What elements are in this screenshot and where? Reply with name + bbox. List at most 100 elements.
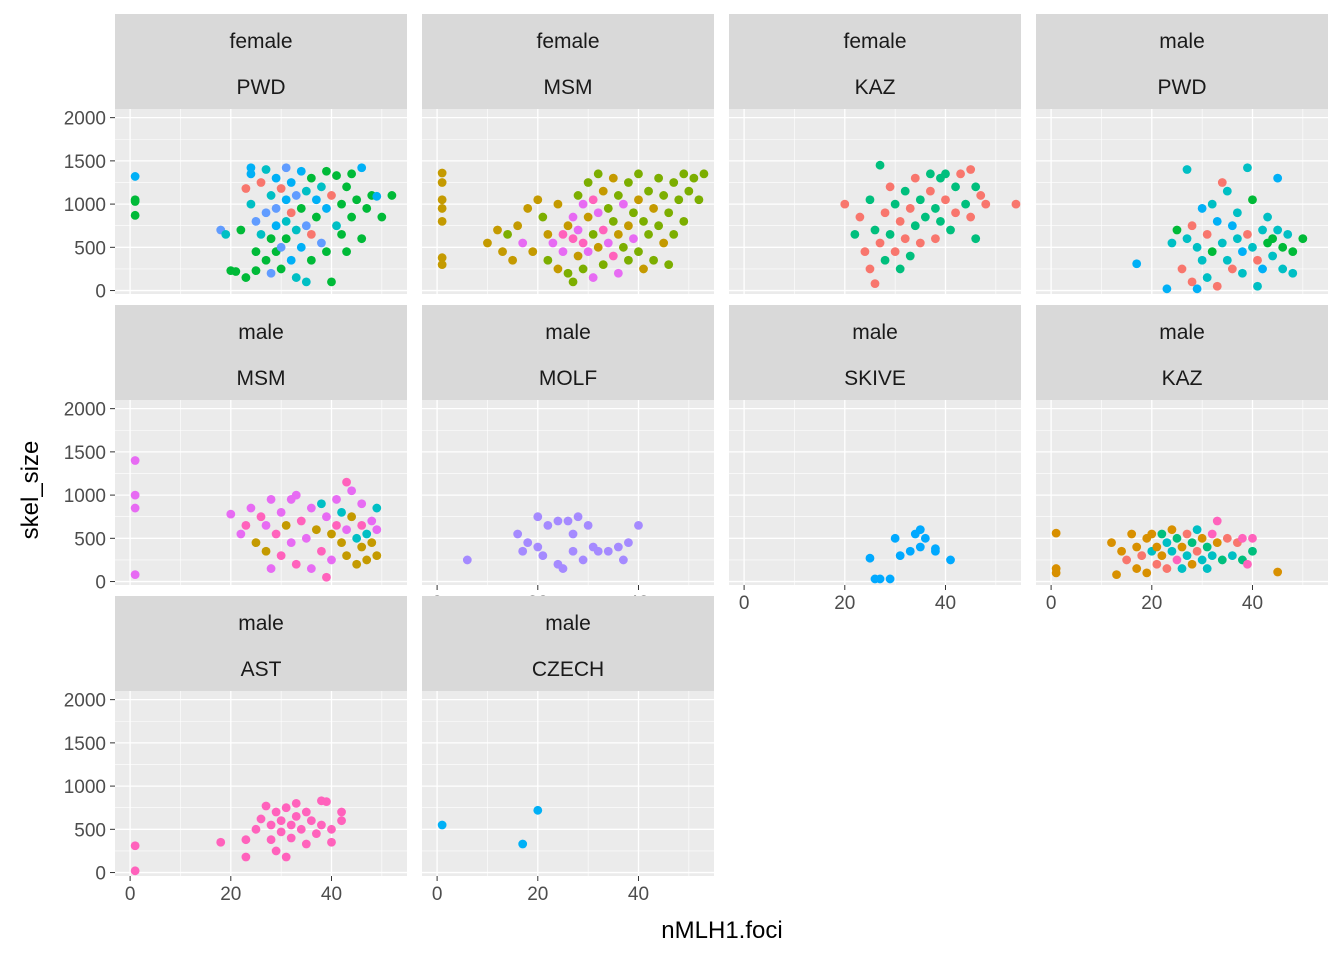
data-point	[1197, 204, 1207, 213]
data-point	[1253, 255, 1262, 265]
data-point	[865, 553, 875, 563]
data-point	[654, 221, 664, 231]
data-point	[915, 525, 925, 535]
data-point	[311, 525, 321, 535]
data-point	[347, 169, 357, 179]
data-point	[1127, 529, 1137, 539]
data-point	[281, 234, 291, 244]
data-point	[372, 503, 382, 513]
data-point	[291, 191, 301, 200]
data-point	[608, 173, 618, 183]
data-point	[251, 538, 261, 548]
data-point	[221, 229, 231, 239]
data-point	[523, 204, 533, 213]
data-point	[966, 165, 976, 174]
data-point	[311, 829, 321, 839]
data-point	[337, 538, 346, 548]
data-point	[437, 820, 447, 830]
data-point	[865, 195, 875, 205]
data-point	[493, 225, 502, 235]
data-point	[241, 273, 251, 282]
strip-background	[422, 305, 714, 400]
data-point	[1222, 255, 1232, 265]
data-point	[342, 477, 351, 487]
data-point	[251, 247, 261, 257]
facet-panel-male-ast: male AST 0 500 1000 1500 2000 0 20 40	[64, 596, 407, 905]
data-point	[613, 268, 623, 278]
panel-background	[1036, 109, 1328, 294]
data-point	[603, 546, 613, 556]
y-tick-label: 1000	[64, 486, 106, 507]
data-point	[895, 551, 905, 561]
data-point	[1227, 551, 1237, 561]
data-point	[513, 221, 523, 231]
data-point	[915, 195, 925, 205]
data-point	[1157, 529, 1167, 539]
data-point	[518, 238, 528, 248]
strip-label-sex: male	[545, 321, 591, 344]
data-point	[271, 807, 281, 817]
data-point	[286, 820, 296, 830]
data-point	[1222, 533, 1232, 543]
data-point	[327, 837, 336, 847]
data-point	[1162, 538, 1172, 548]
data-point	[347, 212, 357, 222]
data-point	[296, 242, 306, 252]
data-point	[296, 166, 306, 176]
x-tick-label: 40	[935, 593, 956, 614]
data-point	[266, 820, 276, 830]
strip-background	[729, 305, 1021, 400]
data-point	[317, 820, 326, 830]
data-point	[618, 555, 628, 565]
y-axis-title: skel_size	[17, 441, 44, 540]
data-point	[1132, 564, 1142, 573]
data-point	[875, 574, 885, 584]
data-point	[1298, 234, 1308, 244]
y-tick-label: 500	[74, 820, 106, 841]
data-point	[931, 544, 940, 554]
data-point	[1192, 525, 1202, 535]
data-point	[885, 182, 895, 192]
data-point	[538, 551, 548, 561]
data-point	[699, 169, 709, 179]
data-point	[342, 525, 351, 535]
data-point	[905, 546, 915, 556]
data-point	[352, 533, 362, 543]
data-point	[558, 229, 568, 239]
data-point	[301, 533, 311, 543]
data-point	[256, 178, 266, 187]
data-point	[1202, 273, 1212, 282]
data-point	[1243, 163, 1252, 173]
data-point	[568, 546, 578, 556]
data-point	[679, 169, 689, 179]
strip-background	[729, 14, 1021, 109]
data-point	[558, 247, 568, 257]
data-point	[1232, 234, 1242, 244]
data-point	[548, 238, 558, 248]
data-point	[613, 191, 623, 200]
data-point	[337, 507, 346, 517]
data-point	[573, 225, 583, 235]
data-point	[890, 199, 900, 209]
facet-panel-male-kaz: male KAZ 0 20 40	[1036, 305, 1328, 614]
data-point	[216, 837, 226, 847]
data-point	[322, 247, 331, 257]
data-point	[271, 846, 281, 856]
data-point	[327, 555, 336, 565]
data-point	[1202, 229, 1212, 239]
data-point	[624, 221, 633, 231]
data-point	[1132, 259, 1142, 269]
data-point	[639, 216, 648, 226]
data-point	[317, 499, 326, 509]
data-point	[568, 212, 578, 222]
data-point	[306, 816, 316, 826]
data-point	[905, 204, 915, 213]
x-tick-label: 40	[321, 884, 342, 905]
data-point	[508, 255, 518, 265]
data-point	[573, 191, 583, 200]
data-point	[1132, 542, 1142, 552]
data-point	[905, 251, 915, 261]
data-point	[1187, 221, 1197, 231]
data-point	[332, 495, 341, 504]
data-point	[241, 184, 251, 193]
